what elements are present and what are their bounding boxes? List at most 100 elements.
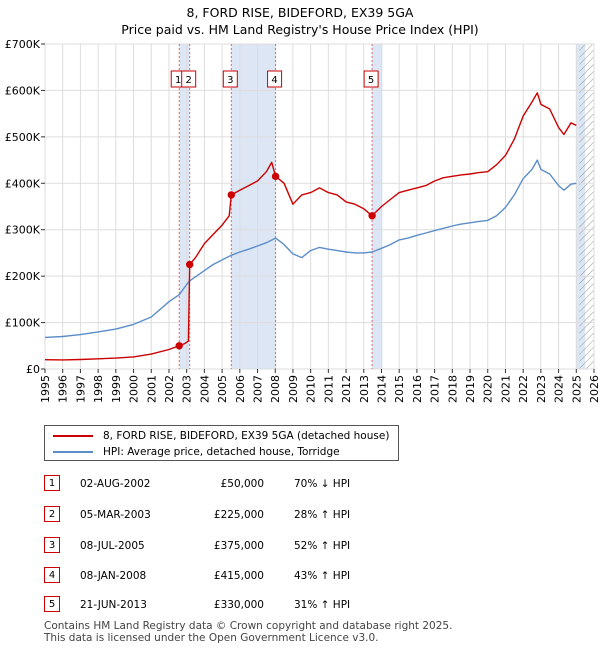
series-layer xyxy=(45,92,577,361)
sale-hpi-change: 43% ↑ HPI xyxy=(294,570,351,582)
legend-label-property: 8, FORD RISE, BIDEFORD, EX39 5GA (detach… xyxy=(103,430,390,442)
price-chart: £0 £100K £200K £300K £400K £500K £600K £700K 199… xyxy=(5,38,600,403)
legend-item-property: 8, FORD RISE, BIDEFORD, EX39 5GA (detach… xyxy=(53,428,389,444)
point-layer xyxy=(175,172,376,350)
sale-point xyxy=(368,212,376,220)
x-tick-label: 1999 xyxy=(110,375,123,403)
sale-marker-badge xyxy=(267,70,283,88)
x-tick-label: 2008 xyxy=(269,375,282,403)
shaded-range xyxy=(372,44,383,369)
shaded-range xyxy=(179,44,190,369)
sale-marker-number: 2 xyxy=(186,75,192,86)
sale-point xyxy=(175,342,183,350)
table-row: 5 21-JUN-2013 £330,000 31% ↑ HPI xyxy=(44,596,504,614)
x-tick-label: 2014 xyxy=(375,375,388,403)
legend-label-hpi: HPI: Average price, detached house, Torr… xyxy=(103,446,340,458)
x-tick-label: 2025 xyxy=(570,375,583,403)
sale-point xyxy=(227,191,236,199)
chart-title: 8, FORD RISE, BIDEFORD, EX39 5GA Price p… xyxy=(0,4,600,38)
sale-date: 08-JAN-2008 xyxy=(80,570,147,582)
sale-badge: 3 xyxy=(44,537,60,553)
sale-marker-badge xyxy=(363,70,379,88)
table-row: 2 05-MAR-2003 £225,000 28% ↑ HPI xyxy=(44,506,504,524)
x-tick-label: 2020 xyxy=(482,375,495,403)
sale-date: 02-AUG-2002 xyxy=(80,478,151,490)
legend-item-hpi: HPI: Average price, detached house, Torr… xyxy=(53,444,340,460)
sale-hpi-change: 31% ↑ HPI xyxy=(294,599,351,611)
table-row: 1 02-AUG-2002 £50,000 70% ↓ HPI xyxy=(44,475,504,493)
x-tick-label: 2011 xyxy=(322,375,335,403)
footer: Contains HM Land Registry data © Crown c… xyxy=(44,620,452,644)
sale-date: 21-JUN-2013 xyxy=(80,599,147,611)
sale-marker-number: 5 xyxy=(368,75,374,86)
sale-price: £330,000 xyxy=(213,599,264,611)
sale-badge: 2 xyxy=(44,506,60,522)
sale-date: 08-JUL-2005 xyxy=(80,540,145,552)
x-tick-label: 2010 xyxy=(305,375,318,403)
x-tick-label: 2003 xyxy=(181,375,194,403)
shade-layer xyxy=(179,44,594,369)
property-price-line xyxy=(45,92,577,361)
sale-price: £375,000 xyxy=(213,540,264,552)
sale-marker-badge xyxy=(222,70,238,88)
footer-licence: This data is licensed under the Open Gov… xyxy=(44,632,379,644)
sale-point xyxy=(185,260,194,269)
y-tick-label: £700K xyxy=(5,38,41,51)
y-tick-label: £400K xyxy=(5,177,41,190)
legend: 8, FORD RISE, BIDEFORD, EX39 5GA (detach… xyxy=(44,425,399,461)
sale-point xyxy=(271,172,280,181)
sale-badge: 1 xyxy=(44,475,60,491)
x-tick-label: 2019 xyxy=(464,375,477,403)
x-tick-label: 2016 xyxy=(411,375,424,403)
legend-swatch-hpi xyxy=(53,451,93,453)
sale-marker-number: 1 xyxy=(175,75,181,86)
table-row: 3 08-JUL-2005 £375,000 52% ↑ HPI xyxy=(44,537,504,555)
x-tick-label: 2006 xyxy=(234,375,247,403)
forecast-hatch xyxy=(579,44,594,369)
y-tick-label: £600K xyxy=(5,84,41,97)
chart-title-line1: 8, FORD RISE, BIDEFORD, EX39 5GA xyxy=(186,5,414,20)
x-tick-label: 1998 xyxy=(92,375,105,403)
x-tick-label: 1996 xyxy=(57,375,70,403)
y-tick-label: £100K xyxy=(5,317,41,330)
sale-price: £225,000 xyxy=(213,509,264,521)
plot-background xyxy=(44,43,595,370)
x-tick-label: 2013 xyxy=(358,375,371,403)
sale-hpi-change: 52% ↑ HPI xyxy=(294,540,351,552)
grid-layer xyxy=(44,43,595,370)
x-tick-label: 2021 xyxy=(499,375,512,403)
sale-marker-badge xyxy=(181,70,197,88)
x-tick-label: 2022 xyxy=(517,375,530,403)
sale-badge: 5 xyxy=(44,596,60,612)
x-tick-label: 2002 xyxy=(163,375,176,403)
x-tick-label: 1995 xyxy=(39,375,52,403)
x-tick-label: 2026 xyxy=(588,375,600,403)
x-tick-label: 2000 xyxy=(128,375,141,403)
x-tick-label: 2024 xyxy=(553,375,566,403)
x-tick-label: 2015 xyxy=(393,375,406,403)
sale-date: 05-MAR-2003 xyxy=(80,509,151,521)
x-tick-label: 1997 xyxy=(74,375,87,403)
chart-title-line2: Price paid vs. HM Land Registry's House … xyxy=(121,22,479,37)
y-tick-label: £500K xyxy=(5,131,41,144)
x-tick-label: 2012 xyxy=(340,375,353,403)
x-tick-label: 2004 xyxy=(198,375,211,403)
sale-price: £50,000 xyxy=(220,478,264,490)
x-tick-label: 2017 xyxy=(429,375,442,403)
x-tick-label: 2009 xyxy=(287,375,300,403)
footer-copyright: Contains HM Land Registry data © Crown c… xyxy=(44,620,453,632)
axis-layer: £0 £100K £200K £300K £400K £500K £600K £700K 199… xyxy=(5,38,600,403)
sale-hpi-change: 28% ↑ HPI xyxy=(294,509,351,521)
sale-price: £415,000 xyxy=(213,570,264,582)
y-tick-label: £0 xyxy=(26,363,40,376)
x-tick-label: 2007 xyxy=(252,375,265,403)
table-row: 4 08-JAN-2008 £415,000 43% ↑ HPI xyxy=(44,567,504,585)
sale-hpi-change: 70% ↓ HPI xyxy=(294,478,351,490)
x-tick-label: 2018 xyxy=(446,375,459,403)
hpi-line xyxy=(45,159,577,339)
sale-marker-number: 3 xyxy=(227,75,233,86)
y-tick-label: £200K xyxy=(5,270,41,283)
x-tick-label: 2005 xyxy=(216,375,229,403)
x-tick-label: 2023 xyxy=(535,375,548,403)
